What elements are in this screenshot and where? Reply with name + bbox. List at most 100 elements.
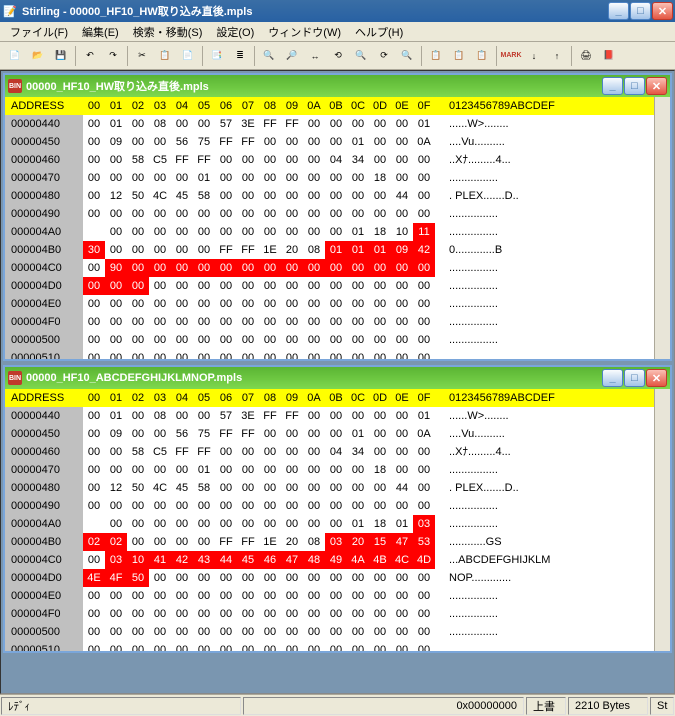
- byte-cell[interactable]: 00: [171, 313, 193, 331]
- byte-cell[interactable]: 00: [369, 587, 391, 605]
- byte-cell[interactable]: 03: [105, 551, 127, 569]
- hex-row[interactable]: 0000047000000000000100000000000000180000…: [5, 169, 654, 187]
- byte-cell[interactable]: 00: [369, 133, 391, 151]
- byte-cell[interactable]: 00: [281, 277, 303, 295]
- byte-cell[interactable]: 00: [237, 587, 259, 605]
- byte-cell[interactable]: 00: [347, 349, 369, 359]
- byte-cell[interactable]: 00: [281, 313, 303, 331]
- byte-cell[interactable]: C5: [149, 443, 171, 461]
- byte-cell[interactable]: 00: [347, 187, 369, 205]
- byte-cell[interactable]: 00: [303, 313, 325, 331]
- byte-cell[interactable]: 00: [149, 241, 171, 259]
- byte-cell[interactable]: 58: [193, 479, 215, 497]
- pane-maximize-button[interactable]: □: [624, 369, 645, 387]
- byte-cell[interactable]: 10: [127, 551, 149, 569]
- byte-cell[interactable]: 00: [171, 497, 193, 515]
- byte-cell[interactable]: 00: [303, 515, 325, 533]
- byte-cell[interactable]: 00: [149, 349, 171, 359]
- byte-cell[interactable]: 00: [281, 641, 303, 651]
- byte-cell[interactable]: 34: [347, 443, 369, 461]
- byte-cell[interactable]: 00: [391, 133, 413, 151]
- byte-cell[interactable]: 00: [171, 605, 193, 623]
- byte-cell[interactable]: 4B: [369, 551, 391, 569]
- byte-cell[interactable]: 00: [259, 349, 281, 359]
- byte-cell[interactable]: 00: [281, 497, 303, 515]
- byte-cell[interactable]: 00: [391, 349, 413, 359]
- byte-cell[interactable]: 75: [193, 133, 215, 151]
- byte-cell[interactable]: 00: [391, 313, 413, 331]
- byte-cell[interactable]: 00: [127, 313, 149, 331]
- byte-cell[interactable]: FF: [259, 407, 281, 425]
- byte-cell[interactable]: 00: [391, 497, 413, 515]
- byte-cell[interactable]: 00: [281, 205, 303, 223]
- byte-cell[interactable]: 00: [325, 497, 347, 515]
- byte-cell[interactable]: 00: [281, 295, 303, 313]
- byte-cell[interactable]: 00: [391, 259, 413, 277]
- byte-cell[interactable]: 00: [127, 115, 149, 133]
- byte-cell[interactable]: 00: [149, 569, 171, 587]
- byte-cell[interactable]: 00: [193, 349, 215, 359]
- byte-cell[interactable]: 00: [127, 461, 149, 479]
- byte-cell[interactable]: 01: [347, 133, 369, 151]
- toolbar-button[interactable]: MARK: [500, 45, 522, 67]
- byte-cell[interactable]: 00: [391, 461, 413, 479]
- byte-cell[interactable]: 00: [149, 259, 171, 277]
- hex-row[interactable]: 0000049000000000000000000000000000000000…: [5, 497, 654, 515]
- byte-cell[interactable]: FF: [171, 443, 193, 461]
- byte-cell[interactable]: FF: [215, 425, 237, 443]
- byte-cell[interactable]: 00: [391, 407, 413, 425]
- byte-cell[interactable]: 00: [325, 641, 347, 651]
- byte-cell[interactable]: 00: [413, 313, 435, 331]
- byte-cell[interactable]: 00: [259, 205, 281, 223]
- byte-cell[interactable]: 00: [83, 497, 105, 515]
- byte-cell[interactable]: 00: [303, 605, 325, 623]
- byte-cell[interactable]: 00: [83, 461, 105, 479]
- byte-cell[interactable]: 00: [193, 623, 215, 641]
- byte-cell[interactable]: 00: [215, 223, 237, 241]
- byte-cell[interactable]: 46: [259, 551, 281, 569]
- byte-cell[interactable]: 00: [413, 497, 435, 515]
- byte-cell[interactable]: 00: [171, 587, 193, 605]
- byte-cell[interactable]: 00: [369, 443, 391, 461]
- byte-cell[interactable]: 48: [303, 551, 325, 569]
- byte-cell[interactable]: 00: [347, 169, 369, 187]
- byte-cell[interactable]: 00: [303, 187, 325, 205]
- byte-cell[interactable]: 00: [193, 641, 215, 651]
- byte-cell[interactable]: 00: [325, 313, 347, 331]
- byte-cell[interactable]: 00: [171, 259, 193, 277]
- byte-cell[interactable]: 00: [215, 569, 237, 587]
- byte-cell[interactable]: 00: [347, 461, 369, 479]
- byte-cell[interactable]: 00: [127, 515, 149, 533]
- byte-cell[interactable]: 00: [413, 295, 435, 313]
- byte-cell[interactable]: 15: [369, 533, 391, 551]
- byte-cell[interactable]: 00: [193, 605, 215, 623]
- byte-cell[interactable]: 00: [369, 313, 391, 331]
- byte-cell[interactable]: 00: [325, 169, 347, 187]
- toolbar-button[interactable]: 📑: [206, 45, 228, 67]
- byte-cell[interactable]: 00: [171, 331, 193, 349]
- byte-cell[interactable]: 20: [347, 533, 369, 551]
- byte-cell[interactable]: 00: [259, 623, 281, 641]
- byte-cell[interactable]: 00: [127, 605, 149, 623]
- hex-table[interactable]: ADDRESS000102030405060708090A0B0C0D0E0F0…: [5, 389, 654, 651]
- byte-cell[interactable]: 00: [347, 259, 369, 277]
- byte-cell[interactable]: 00: [171, 623, 193, 641]
- byte-cell[interactable]: 00: [171, 169, 193, 187]
- byte-cell[interactable]: 50: [127, 187, 149, 205]
- byte-cell[interactable]: 00: [369, 479, 391, 497]
- byte-cell[interactable]: 4A: [347, 551, 369, 569]
- byte-cell[interactable]: FF: [237, 133, 259, 151]
- byte-cell[interactable]: 44: [391, 479, 413, 497]
- byte-cell[interactable]: 00: [237, 223, 259, 241]
- byte-cell[interactable]: 00: [105, 223, 127, 241]
- byte-cell[interactable]: 00: [325, 223, 347, 241]
- byte-cell[interactable]: 00: [105, 241, 127, 259]
- menu-item[interactable]: 設定(O): [210, 22, 260, 42]
- byte-cell[interactable]: 00: [369, 259, 391, 277]
- byte-cell[interactable]: 49: [325, 551, 347, 569]
- byte-cell[interactable]: 00: [149, 277, 171, 295]
- byte-cell[interactable]: 00: [259, 223, 281, 241]
- byte-cell[interactable]: 00: [83, 331, 105, 349]
- byte-cell[interactable]: 00: [303, 259, 325, 277]
- byte-cell[interactable]: 00: [259, 133, 281, 151]
